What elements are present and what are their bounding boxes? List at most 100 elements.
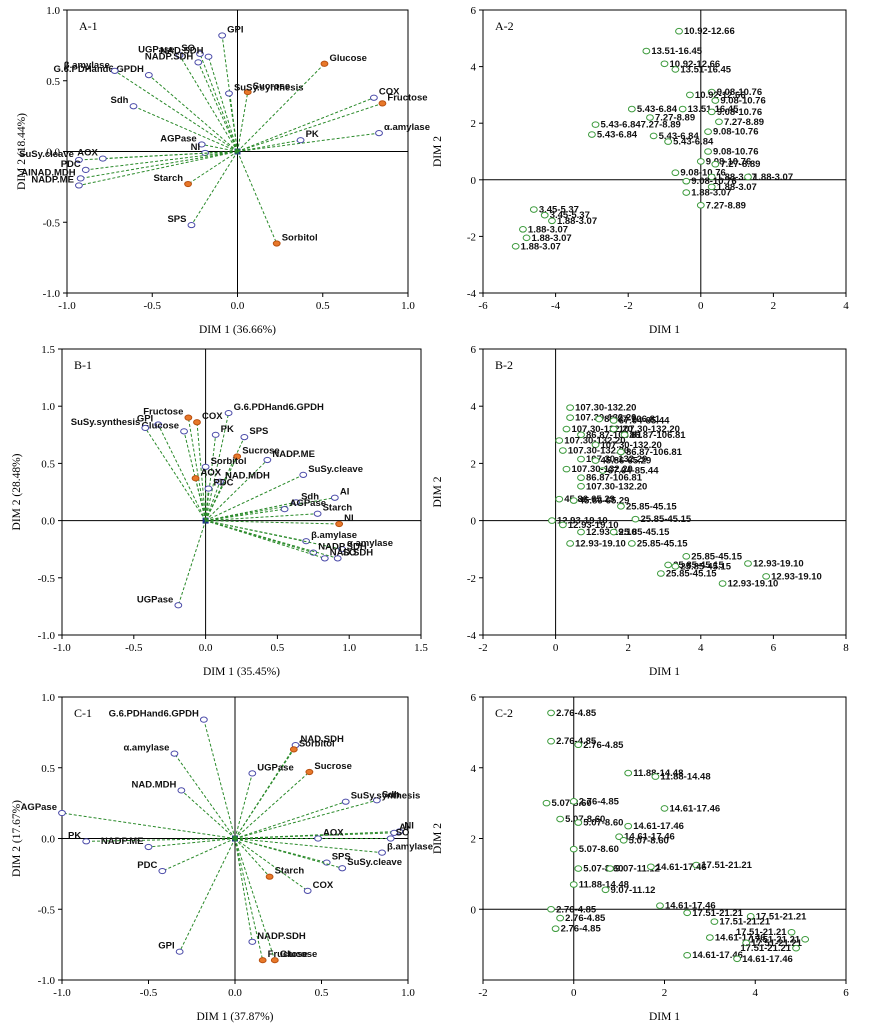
observation-label: 67.04-85.44 xyxy=(608,466,659,477)
x-tick-label: -2 xyxy=(624,300,633,312)
observation-point xyxy=(556,914,565,922)
variable-point xyxy=(248,938,257,945)
observation-point xyxy=(707,173,716,181)
y-tick-label: 2 xyxy=(471,118,477,130)
x-tick-label: 1.0 xyxy=(401,987,415,999)
variable-label: NI xyxy=(404,820,414,831)
loading-vector xyxy=(234,838,264,961)
observation-point xyxy=(577,431,585,439)
variable-label: Fructose xyxy=(268,949,308,960)
x-tick-label: -1.0 xyxy=(53,987,71,999)
variable-label: Glucose xyxy=(280,949,318,960)
x-axis-title: DIM 1 xyxy=(649,1011,680,1023)
variable-point xyxy=(314,835,322,842)
variable-label: GPI xyxy=(158,941,174,952)
variable-label: Sucrose xyxy=(242,446,280,457)
loading-vector xyxy=(133,105,238,152)
observation-point xyxy=(577,482,585,490)
observation-point xyxy=(574,865,583,872)
observation-label: 9.07-11.12 xyxy=(615,864,660,875)
y-tick-label: 1.5 xyxy=(41,344,55,356)
observation-point xyxy=(646,114,654,121)
variable-point xyxy=(335,520,344,528)
loading-vector xyxy=(80,151,238,179)
variable-label: Starch xyxy=(153,173,183,184)
observation-label: 25.85-45.15 xyxy=(666,569,717,580)
variable-point xyxy=(170,750,179,757)
observation-point xyxy=(619,836,628,844)
variable-label: SuSy.synthesis xyxy=(234,82,304,93)
x-tick-label: 0.0 xyxy=(199,642,213,654)
x-tick-label: -2 xyxy=(478,642,487,654)
observation-label: 1.88-3.07 xyxy=(532,233,572,244)
observation-point xyxy=(529,206,538,213)
observation-point xyxy=(656,902,664,910)
variable-label: Sucrose xyxy=(253,81,290,92)
y-tick-label: 2 xyxy=(471,834,477,846)
variable-label: Sorbitol xyxy=(282,232,318,243)
variable-label: AOX xyxy=(77,148,98,159)
loading-vector xyxy=(157,424,207,521)
observation-point xyxy=(742,939,751,947)
observation-label: 17.51-21.21 xyxy=(749,934,800,945)
observation-label: 107.30-132.20 xyxy=(619,424,680,435)
variable-label: Sdh xyxy=(111,95,129,106)
y-tick-label: -4 xyxy=(467,630,477,642)
loading-vector xyxy=(234,838,343,869)
observation-label: 107.30-132.20 xyxy=(601,440,662,451)
observation-point xyxy=(715,118,723,126)
observation-label: 1.88-3.07 xyxy=(717,182,757,193)
variable-label: NAD.SDH xyxy=(160,46,203,57)
chart-a-1: -1.0 -0.5 0.0 0.5 1.0 -1.0 -0.5 0.0 0.5 1.0 DIM 1 … xyxy=(16,5,430,336)
observation-label: 1.88-3.07 xyxy=(691,188,731,199)
observation-point xyxy=(671,66,680,73)
observation-point xyxy=(574,819,583,826)
loading-vector xyxy=(187,417,207,521)
variable-label: Glucose xyxy=(329,53,367,64)
observation-label: 17.51-21.21 xyxy=(692,908,743,919)
variable-label: COX xyxy=(313,880,334,891)
variable-point xyxy=(154,421,163,428)
x-axis-title: DIM 1 (35.45%) xyxy=(203,666,280,678)
loading-vector xyxy=(205,459,268,521)
observation-point xyxy=(664,561,673,569)
variable-point xyxy=(303,887,312,894)
observation-point xyxy=(551,925,560,933)
loading-vector xyxy=(228,93,238,152)
chart-c-1: -1.0 -0.5 0.0 0.5 1.0 -1.0 -0.5 0.0 0.5 1.0 DIM 1 … xyxy=(11,692,433,1023)
variable-point xyxy=(248,770,257,777)
loading-vector xyxy=(162,838,236,872)
observation-point xyxy=(548,517,556,524)
loading-vector xyxy=(174,753,236,839)
x-axis-title: DIM 1 (37.87%) xyxy=(197,1011,274,1023)
observation-point xyxy=(588,131,596,138)
observation-label: 13.51-16.45 xyxy=(680,64,731,75)
observation-point xyxy=(609,425,618,433)
observation-label: 12.93-19.10 xyxy=(557,516,608,527)
observation-label: 5.43-6.84 xyxy=(637,104,678,115)
observation-point xyxy=(558,521,567,529)
variable-label: SPS xyxy=(249,426,268,437)
variable-label: SPS xyxy=(332,852,351,863)
observation-label: 1.88-3.07 xyxy=(521,241,561,252)
x-tick-label: 0.5 xyxy=(271,642,285,654)
variable-label: α.amylase xyxy=(384,122,430,133)
loading-vector xyxy=(234,838,308,892)
variable-point xyxy=(201,463,210,470)
y-tick-label: -1.0 xyxy=(43,288,61,300)
observation-point xyxy=(591,457,600,464)
panel-title: C-1 xyxy=(74,706,92,720)
loading-vector xyxy=(234,771,310,839)
loading-vector xyxy=(234,838,276,961)
loading-vector xyxy=(205,520,325,559)
observation-point xyxy=(577,474,585,482)
variable-label: PK xyxy=(221,424,234,435)
observation-point xyxy=(746,913,755,920)
x-tick-label: 0.5 xyxy=(316,300,330,312)
observation-point xyxy=(675,27,683,35)
variable-label: UGPase xyxy=(257,762,293,773)
variable-point xyxy=(320,555,329,562)
observation-point xyxy=(696,158,705,165)
